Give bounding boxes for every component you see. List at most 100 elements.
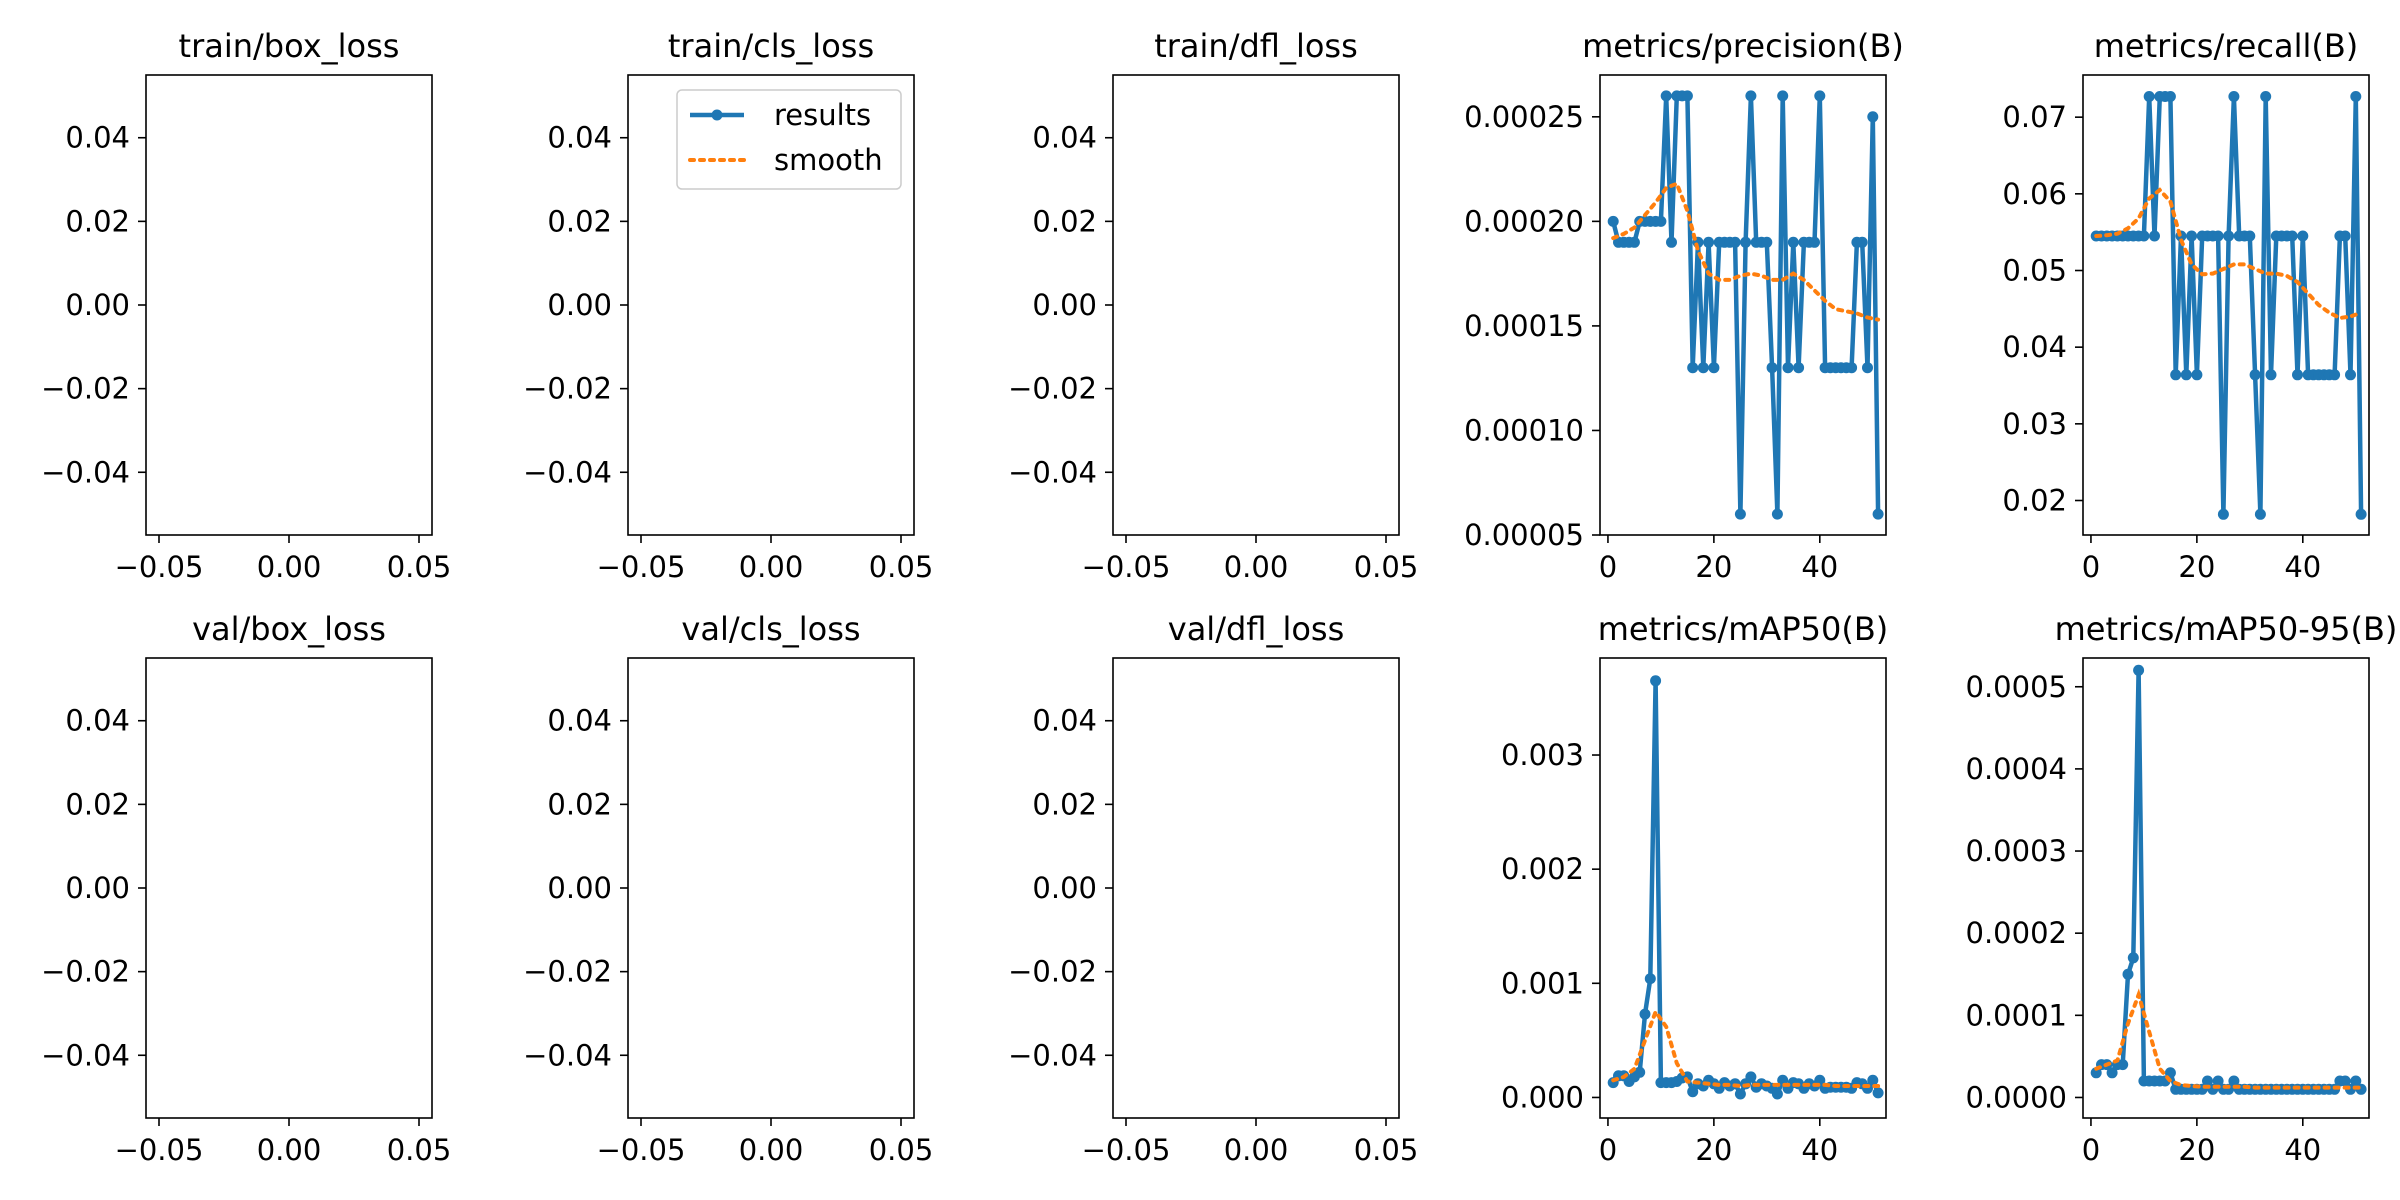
y-tick-label: 0.0004 (1966, 752, 2067, 786)
subplot-7: val/dfl_loss −0.05 0.00 0.05 −0.04 −0.02 0.00 0… (1008, 610, 1418, 1167)
y-tick-label: 0.000 (1501, 1080, 1584, 1114)
results-data-point (1687, 1086, 1699, 1098)
y-tick-label: 0.00 (547, 871, 612, 905)
y-tick-label: −0.04 (523, 1038, 612, 1072)
results-data-point (1745, 90, 1757, 102)
smooth-series-line (2094, 988, 2364, 1090)
subplot-9: metrics/mAP50-95(B) 0 20 40 0.0000 0.0001 0.00… (1966, 610, 2398, 1167)
results-data-point (2260, 91, 2272, 102)
y-tick-label: 0.04 (547, 121, 612, 155)
y-tick-label: 0.04 (1032, 704, 1097, 738)
subplot-8: metrics/mAP50(B) 0 20 40 0.000 0.001 0.002 0.00… (1501, 610, 1888, 1167)
x-tick-label: 0.05 (1354, 550, 1419, 584)
smooth-series-line (1611, 181, 1881, 322)
x-tick-label: 0.05 (869, 550, 934, 584)
results-data-point (1660, 90, 1672, 102)
subplot-title: train/cls_loss (668, 27, 874, 65)
y-tick-label: 0.05 (2002, 254, 2067, 288)
results-data-point (2191, 369, 2203, 381)
x-tick-label: 40 (2284, 550, 2321, 584)
results-data-point (2228, 91, 2240, 102)
results-data-point (2254, 508, 2266, 520)
smooth-series-line (1611, 1007, 1881, 1089)
y-tick-label: 0.00025 (1464, 100, 1584, 134)
x-tick-label: 0 (2082, 1133, 2100, 1167)
subplot-title: train/dfl_loss (1154, 27, 1358, 65)
y-tick-label: 0.003 (1501, 738, 1584, 772)
subplot-3: metrics/precision(B) 0 20 40 0.00005 0.00010 0… (1464, 27, 1904, 584)
results-data-point (1771, 1088, 1783, 1100)
y-tick-label: 0.0005 (1966, 670, 2067, 704)
results-data-point (1607, 215, 1619, 227)
results-data-point (1729, 236, 1741, 248)
subplot-title: metrics/mAP50(B) (1598, 610, 1889, 648)
results-data-point (1862, 362, 1873, 374)
x-tick-label: 40 (1801, 1133, 1838, 1167)
x-tick-label: 0 (1599, 1133, 1617, 1167)
results-data-point (1655, 215, 1667, 227)
y-tick-label: 0.07 (2002, 100, 2067, 134)
x-tick-label: −0.05 (597, 1133, 686, 1167)
results-data-point (2350, 91, 2362, 102)
results-data-point (2217, 508, 2229, 520)
x-tick-label: 0.00 (257, 1133, 322, 1167)
x-tick-label: 20 (1695, 550, 1732, 584)
legend-results-label: results (774, 98, 871, 132)
results-data-point (1697, 362, 1709, 374)
results-data-point (1745, 1071, 1757, 1083)
results-data-point (1644, 973, 1656, 985)
x-tick-label: 40 (2284, 1133, 2321, 1167)
subplot-title: metrics/precision(B) (1582, 27, 1904, 65)
results-data-point (2228, 1075, 2240, 1087)
results-data-point (2244, 230, 2256, 242)
x-tick-label: 0.00 (739, 550, 804, 584)
legend: results smooth (676, 89, 902, 190)
results-data-point (2186, 230, 2198, 242)
x-tick-label: 0 (1599, 550, 1617, 584)
x-tick-label: 0.00 (257, 550, 322, 584)
y-tick-label: 0.001 (1501, 966, 1584, 1000)
y-tick-label: 0.02 (65, 787, 130, 821)
results-data-point (2339, 230, 2351, 242)
x-tick-label: −0.05 (115, 550, 204, 584)
y-tick-label: 0.02 (1032, 204, 1097, 238)
axes-frame (1599, 657, 1887, 1119)
y-tick-label: −0.04 (41, 455, 130, 489)
x-tick-label: 20 (2178, 1133, 2215, 1167)
y-tick-label: −0.02 (1008, 372, 1097, 406)
x-tick-label: 20 (1695, 1133, 1732, 1167)
y-tick-label: −0.02 (41, 372, 130, 406)
y-tick-label: 0.02 (65, 204, 130, 238)
results-data-point (1703, 236, 1715, 248)
y-tick-label: −0.02 (1008, 955, 1097, 989)
results-data-point (2143, 91, 2155, 102)
results-data-point (1809, 236, 1820, 248)
results-data-point (1734, 1088, 1746, 1100)
y-tick-label: −0.02 (41, 955, 130, 989)
results-data-point (1734, 508, 1746, 520)
y-tick-label: −0.04 (1008, 455, 1097, 489)
x-tick-label: −0.05 (1082, 1133, 1171, 1167)
y-tick-label: 0.0002 (1966, 916, 2067, 950)
subplot-0: train/box_loss −0.05 0.00 0.05 −0.04 −0.02 0.0… (41, 27, 451, 584)
results-data-point (2212, 1075, 2224, 1087)
results-data-point (1777, 90, 1789, 102)
results-data-point (1867, 111, 1879, 123)
y-tick-label: 0.00 (547, 288, 612, 322)
subplot-4: metrics/recall(B) 0 20 40 0.02 0.03 0.04 0.05 0.… (2002, 27, 2370, 584)
results-data-point (2180, 369, 2192, 381)
subplot-2: train/dfl_loss −0.05 0.00 0.05 −0.04 −0.02 0.0… (1008, 27, 1418, 584)
results-data-point (1650, 675, 1662, 687)
subplot-1: train/cls_loss −0.05 0.00 0.05 −0.04 −0.02 0.0… (523, 27, 933, 584)
results-data-point (2297, 230, 2309, 242)
results-data-point (1856, 236, 1868, 248)
results-data-point (1634, 1066, 1646, 1078)
results-data-point (2202, 1075, 2213, 1087)
smooth-series-line (2094, 187, 2364, 321)
results-data-point (1740, 236, 1752, 248)
results-data-point (2122, 968, 2134, 980)
results-data-point (1639, 1008, 1651, 1020)
y-tick-label: 0.06 (2002, 177, 2067, 211)
subplot-5: val/box_loss −0.05 0.00 0.05 −0.04 −0.02 0.00 0… (41, 610, 451, 1167)
